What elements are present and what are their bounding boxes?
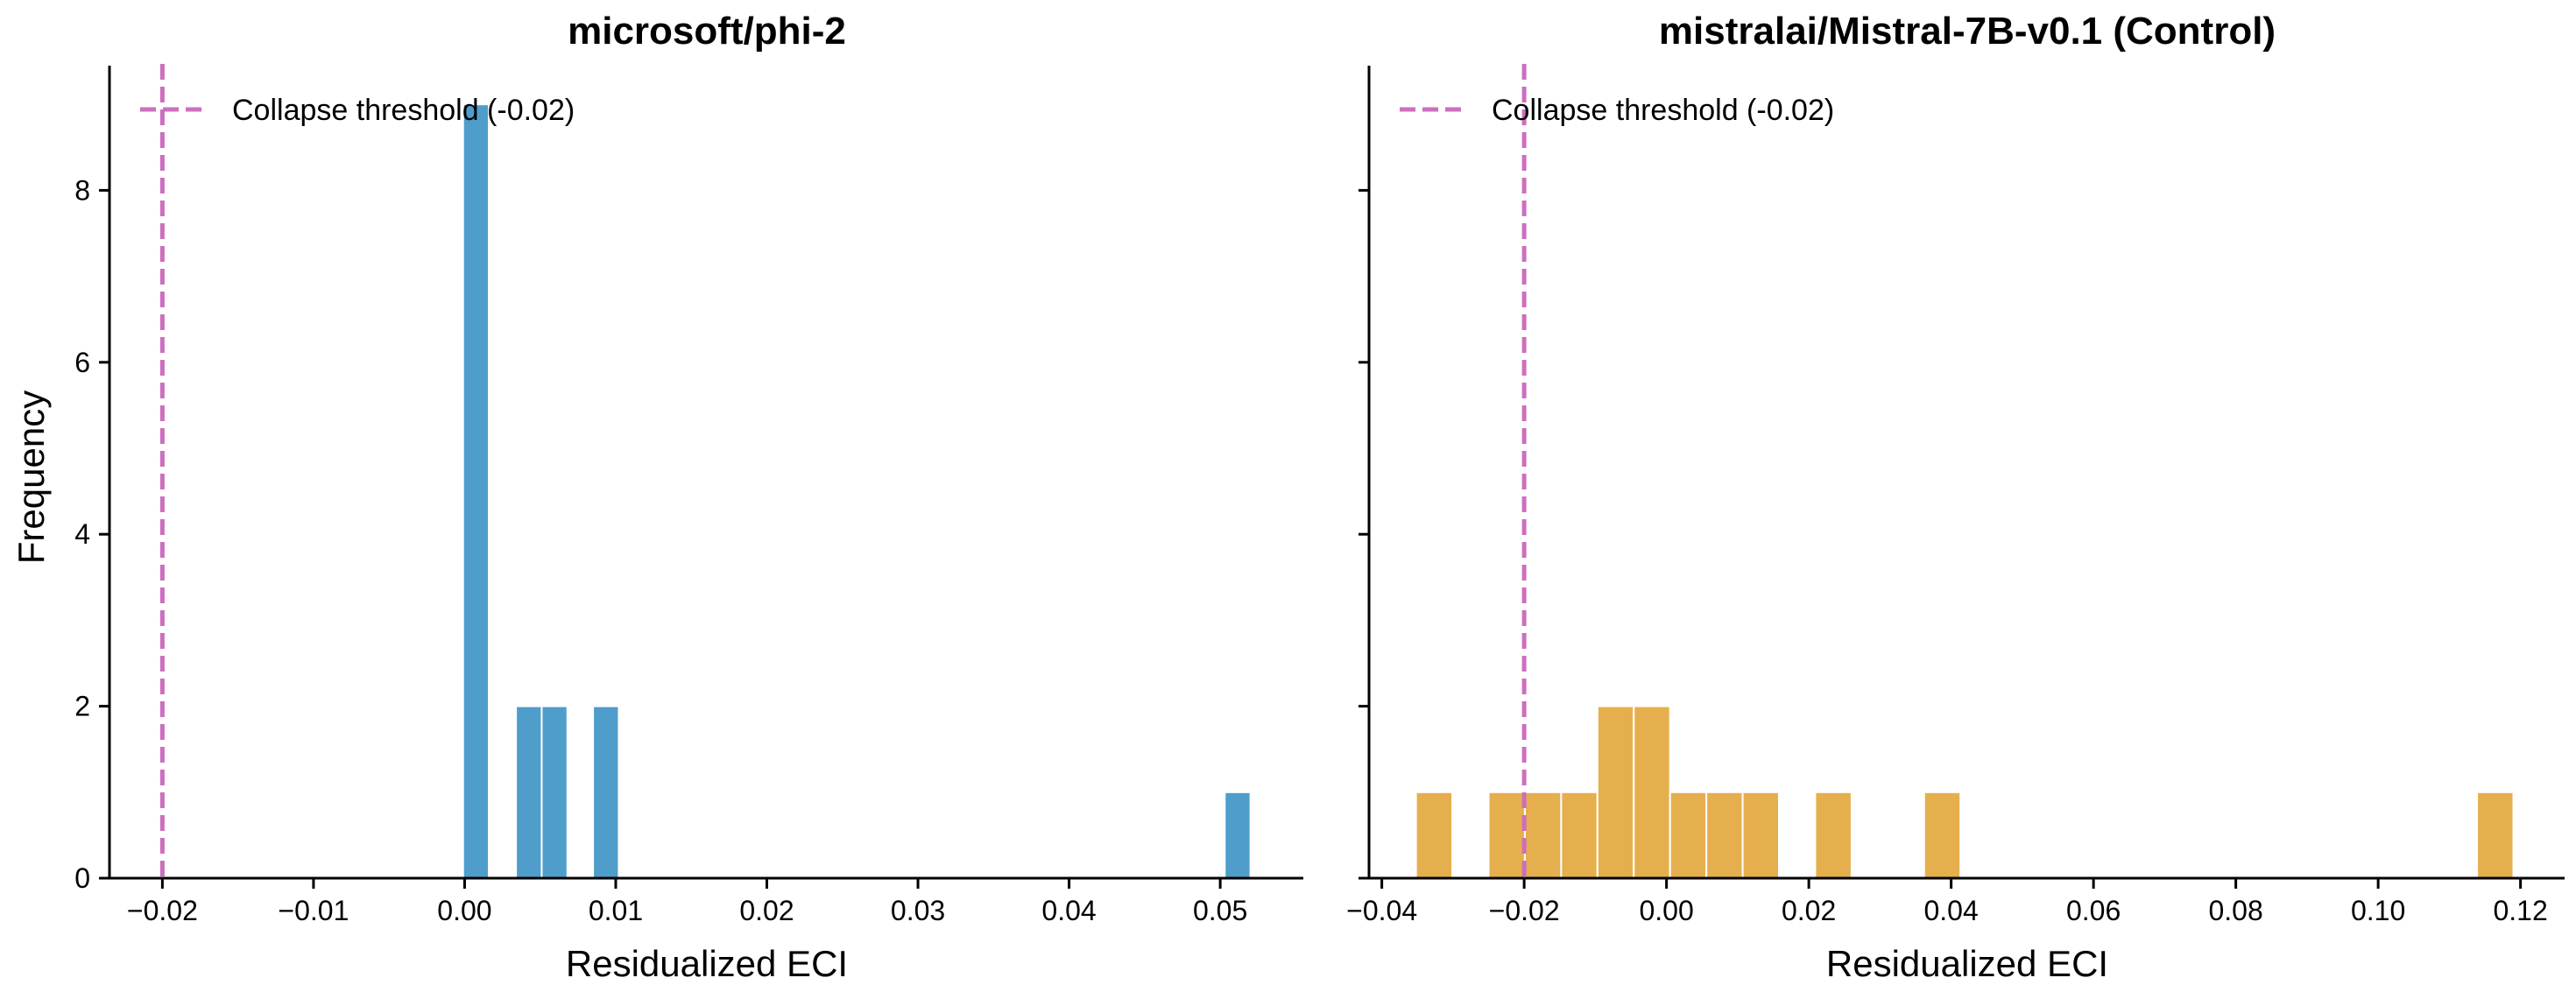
y-tick-label: 2: [74, 691, 90, 722]
x-tick-label: 0.10: [2351, 895, 2405, 926]
histogram-bar: [462, 103, 490, 879]
x-tick-label: 0.02: [1782, 895, 1836, 926]
y-tick-label: 8: [74, 174, 90, 206]
x-tick-label: 0.00: [437, 895, 491, 926]
x-axis-label: Residualized ECI: [566, 943, 848, 984]
histogram-bar: [515, 705, 543, 880]
histogram-bar: [1596, 705, 1635, 880]
x-tick-label: −0.04: [1346, 895, 1417, 926]
histogram-bar: [1487, 791, 1526, 880]
axes: [108, 66, 1303, 880]
histogram-bars: [462, 103, 1252, 880]
axes: [1367, 66, 2565, 880]
x-axis-ticks: −0.02 −0.01 0.00 0.01 0.02 0.03 0.04 0.05: [127, 878, 1247, 926]
legend-threshold-label: Collapse threshold (-0.02): [1492, 94, 1834, 127]
histogram-bar: [1669, 791, 1708, 880]
chart-title: mistralai/Mistral-7B-v0.1 (Control): [1659, 10, 2276, 53]
chart-panel-phi-2: microsoft/phi-2 −0.02 −0.01 0.00 0.01 0.02 0.…: [11, 10, 1303, 984]
x-tick-label: 0.03: [891, 895, 945, 926]
histogram-bar: [1560, 791, 1599, 880]
legend-threshold-label: Collapse threshold (-0.02): [232, 94, 575, 127]
histogram-bar: [540, 705, 568, 880]
y-axis-ticks: 0 2 4 6 8: [74, 174, 109, 894]
x-tick-label: 0.08: [2208, 895, 2262, 926]
y-tick-label: 4: [74, 518, 90, 550]
histogram-bar: [1923, 791, 1962, 880]
x-tick-label: 0.12: [2493, 895, 2547, 926]
x-tick-label: 0.06: [2066, 895, 2121, 926]
chart-title: microsoft/phi-2: [568, 10, 846, 53]
histogram-bar: [1814, 791, 1853, 880]
histogram-bar: [592, 705, 620, 880]
x-tick-label: 0.00: [1639, 895, 1693, 926]
legend: Collapse threshold (-0.02): [1400, 94, 1834, 127]
histogram-bar: [2476, 791, 2515, 880]
x-tick-label: −0.02: [1489, 895, 1560, 926]
x-tick-label: 0.05: [1193, 895, 1247, 926]
y-axis-label: Frequency: [11, 390, 52, 564]
legend: Collapse threshold (-0.02): [140, 94, 575, 127]
chart-panel-mistral-7b: mistralai/Mistral-7B-v0.1 (Control) −0.0…: [1346, 10, 2565, 984]
x-tick-label: 0.01: [589, 895, 643, 926]
histogram-bar: [1523, 791, 1563, 880]
y-tick-label: 6: [74, 347, 90, 378]
histogram-bar: [1741, 791, 1780, 880]
x-tick-label: −0.01: [278, 895, 349, 926]
x-tick-label: 0.04: [1923, 895, 1978, 926]
histogram-bar: [1633, 705, 1671, 880]
histogram-bar: [1415, 791, 1454, 880]
histogram-bar: [1705, 791, 1744, 880]
x-axis-ticks: −0.04 −0.02 0.00 0.02 0.04 0.06 0.08 0.10 0.12: [1346, 878, 2548, 926]
y-axis-ticks: [1359, 188, 1369, 880]
y-tick-label: 0: [74, 862, 90, 894]
x-tick-label: 0.02: [739, 895, 794, 926]
x-axis-label: Residualized ECI: [1826, 943, 2108, 984]
x-tick-label: −0.02: [127, 895, 198, 926]
x-tick-label: 0.04: [1041, 895, 1096, 926]
histogram-bar: [1224, 791, 1252, 880]
